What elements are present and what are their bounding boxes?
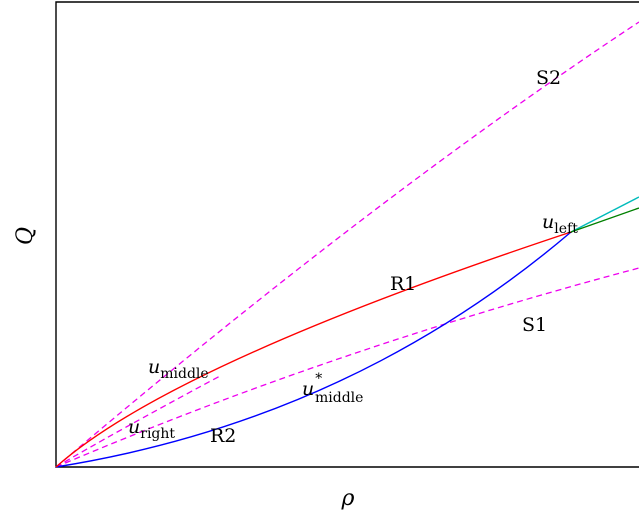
label-u-middle-star-sub: middle [315, 390, 363, 406]
shock-curve-s1 [55, 267, 639, 468]
label-s2: S2 [536, 67, 561, 89]
label-u-left-sub: left [554, 221, 578, 237]
shock-curve-s2 [55, 21, 639, 468]
curve-green-extension [570, 207, 639, 233]
label-u-middle-star-base: u [302, 378, 314, 400]
x-axis-label: ρ [341, 486, 355, 511]
label-u-left-base: u [542, 211, 554, 233]
y-axis-label: Q [13, 227, 38, 245]
label-u-middle-star-sup: * [315, 371, 322, 387]
label-s1: S1 [522, 314, 547, 336]
label-r1: R1 [390, 273, 416, 295]
label-u-left: uleft [542, 211, 578, 237]
plot-frame [55, 1, 639, 468]
rarefaction-curve-r2 [55, 231, 572, 468]
label-u-right-sub: right [140, 426, 175, 442]
label-u-middle-sub: middle [160, 366, 208, 382]
label-u-middle-star: u* middle [302, 371, 363, 406]
curve-teal-extension [570, 196, 639, 233]
rarefaction-curve-r1 [55, 231, 572, 468]
label-u-right: uright [128, 416, 175, 442]
label-u-middle: umiddle [148, 356, 209, 382]
label-u-right-base: u [128, 416, 140, 438]
shock-curve-small [55, 375, 221, 468]
label-r2: R2 [210, 425, 236, 447]
label-u-middle-base: u [148, 356, 160, 378]
